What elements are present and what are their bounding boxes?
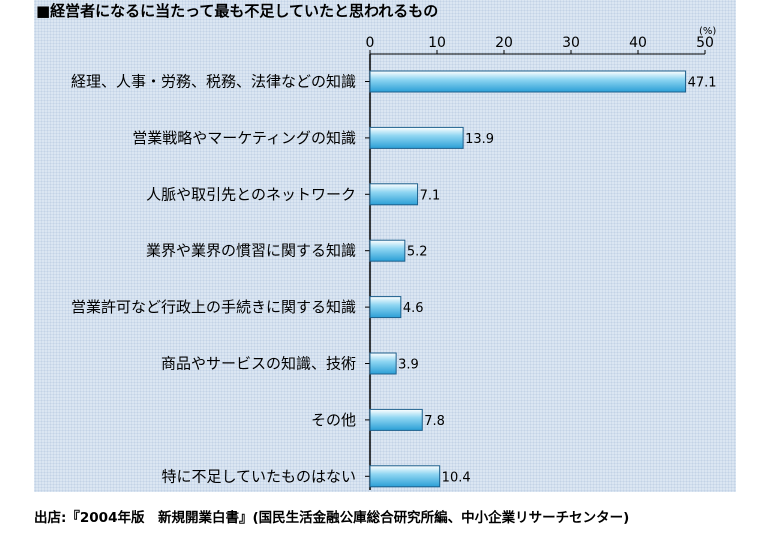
x-tick-label: 50	[696, 35, 714, 51]
bar	[369, 70, 687, 93]
category-label: 商品やサービスの知識、技術	[161, 355, 356, 373]
x-tick-label: 30	[562, 35, 580, 51]
x-tick-label: 40	[629, 35, 647, 51]
bar	[369, 239, 406, 262]
bar	[369, 352, 397, 375]
category-label: 業界や業界の慣習に関する知識	[146, 242, 356, 260]
x-tick-label: 10	[428, 35, 446, 51]
source-caption: 出店:『2004年版 新規開業白書』(国民生活金融公庫総合研究所編、中小企業リサ…	[34, 510, 630, 526]
chart-panel: ■経営者になるに当たって最も不足していたと思われるもの (%) 0 10 20 30 4…	[34, 0, 736, 492]
bar	[369, 126, 464, 149]
category-label: 特に不足していたものはない	[161, 467, 356, 485]
unit-label: (%)	[699, 26, 716, 37]
bars	[369, 70, 687, 488]
category-label: 営業戦略やマーケティングの知識	[132, 129, 356, 147]
bar	[369, 465, 441, 488]
data-label: 7.1	[420, 188, 441, 203]
category-label: 人脈や取引先とのネットワーク	[146, 185, 356, 203]
bar	[369, 408, 423, 431]
data-label: 5.2	[407, 245, 428, 260]
data-label: 13.9	[465, 132, 494, 147]
value-labels: 47.1 13.9 7.1 5.2 4.6 3.9 7.8 10.4	[398, 76, 716, 486]
category-label: 経理、人事・労務、税務、法律などの知識	[71, 73, 356, 91]
category-label: その他	[311, 411, 356, 429]
data-label: 7.8	[424, 414, 445, 429]
x-tick-label: 20	[495, 35, 513, 51]
bar-chart: ■経営者になるに当たって最も不足していたと思われるもの (%) 0 10 20 30 4…	[36, 2, 717, 490]
category-labels: 経理、人事・労務、税務、法律などの知識営業戦略やマーケティングの知識人脈や取引先…	[71, 73, 356, 486]
data-label: 47.1	[688, 76, 717, 91]
data-label: 3.9	[398, 358, 419, 373]
data-label: 10.4	[442, 470, 471, 485]
category-label: 営業許可など行政上の手続きに関する知識	[71, 298, 356, 316]
bar	[369, 296, 402, 319]
x-tick-label: 0	[366, 35, 375, 51]
axis-layer: 0 10 20 30 40 50	[365, 35, 714, 490]
chart-title: ■経営者になるに当たって最も不足していたと思われるもの	[36, 2, 438, 20]
data-label: 4.6	[403, 301, 424, 316]
bar	[369, 183, 419, 206]
